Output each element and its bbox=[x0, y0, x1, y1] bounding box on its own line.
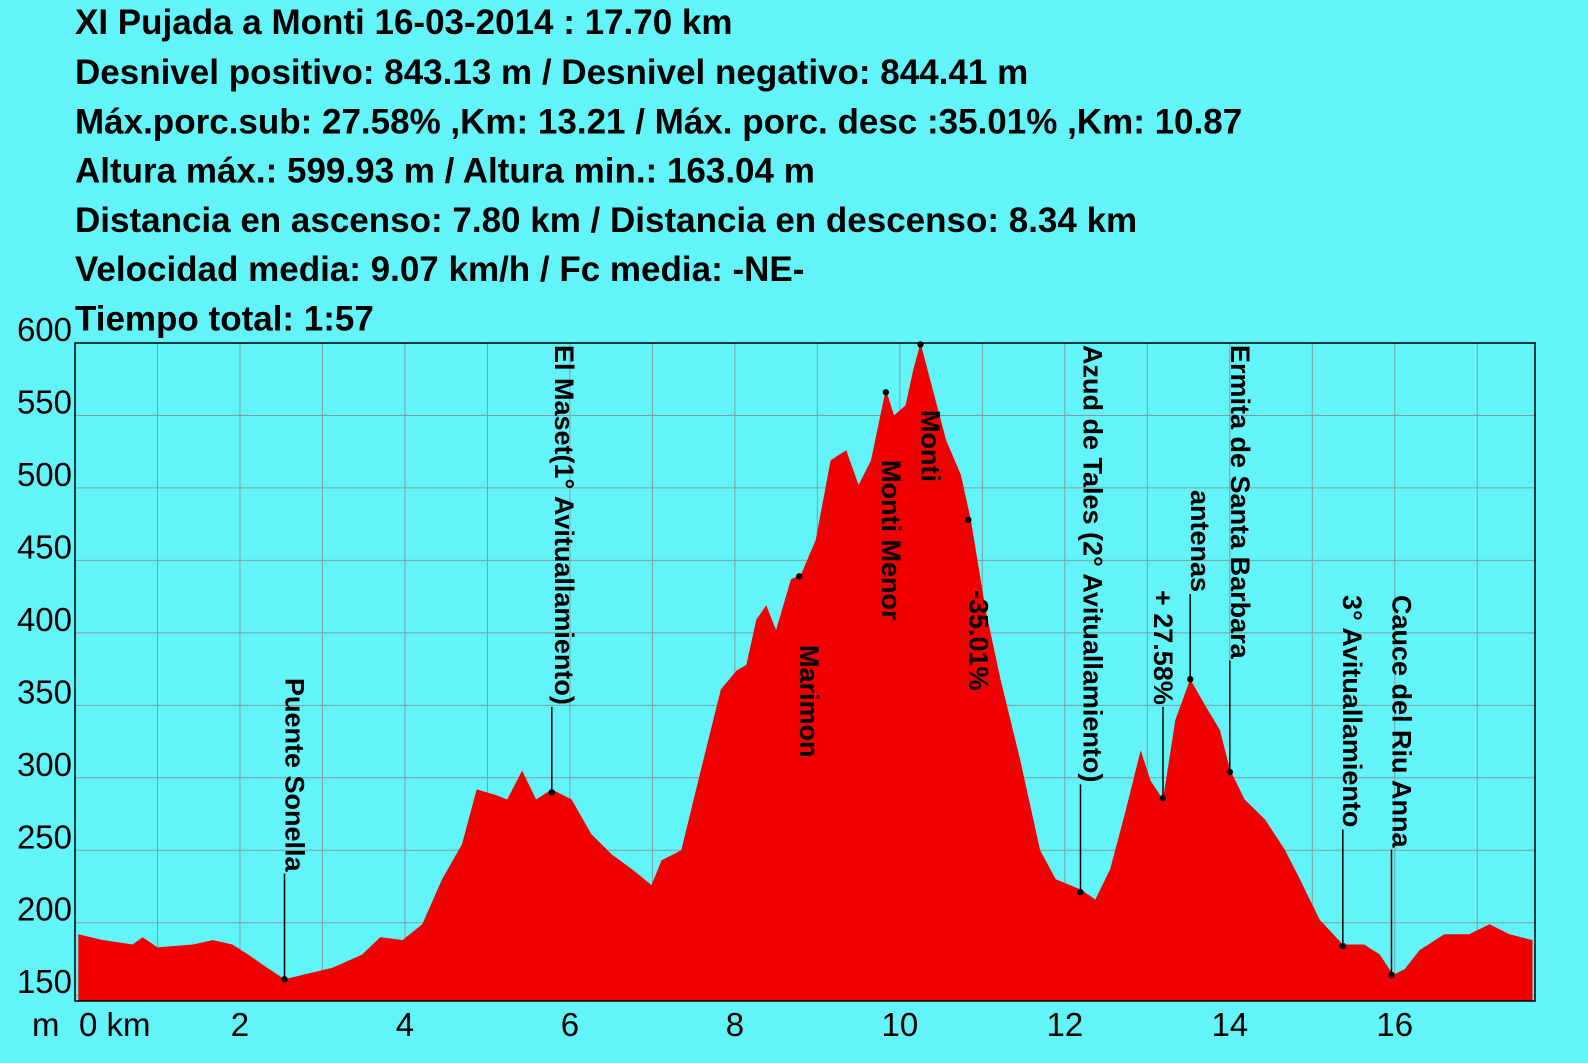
annotation: Azud de Tales (2° Avituallamiento) bbox=[1077, 345, 1108, 896]
annotation-point bbox=[1159, 794, 1167, 802]
chart-title: XI Pujada a Monti 16-03-2014 : 17.70 km bbox=[75, 3, 733, 42]
annotation-label: Azud de Tales (2° Avituallamiento) bbox=[1078, 345, 1108, 782]
annotation-label: Monti Menor bbox=[876, 460, 906, 621]
annotation-label: Cauce del Riu Anna bbox=[1386, 595, 1416, 849]
x-tick-label: 0 km bbox=[79, 1006, 151, 1043]
x-tick-label: 14 bbox=[1211, 1006, 1248, 1043]
y-tick-label: 200 bbox=[17, 891, 72, 928]
annotation: Ermita de Santa Barbara bbox=[1225, 345, 1255, 776]
annotation-point bbox=[1339, 942, 1347, 950]
annotation: Marimon bbox=[794, 573, 824, 758]
annotation: + 27.58% bbox=[1148, 590, 1178, 802]
annotation-point bbox=[548, 789, 555, 796]
annotation-label: 3° Avituallamiento bbox=[1337, 595, 1367, 827]
y-tick-label: 450 bbox=[17, 528, 72, 565]
annotation: 3° Avituallamiento bbox=[1337, 595, 1367, 950]
annotation: antenas bbox=[1185, 490, 1215, 683]
x-tick-label: 12 bbox=[1046, 1006, 1083, 1043]
y-axis-label: m bbox=[32, 1006, 60, 1043]
x-tick-label: 16 bbox=[1376, 1006, 1413, 1043]
y-tick-label: 500 bbox=[17, 456, 72, 493]
stat-line: Desnivel positivo: 843.13 m / Desnivel n… bbox=[75, 53, 1028, 92]
stat-line: Velocidad media: 9.07 km/h / Fc media: -… bbox=[75, 250, 804, 289]
annotation-point bbox=[1077, 889, 1084, 896]
annotation: Monti bbox=[915, 341, 945, 482]
annotation-point bbox=[1226, 768, 1234, 776]
stat-line: Tiempo total: 1:57 bbox=[75, 300, 374, 339]
x-tick-label: 10 bbox=[881, 1006, 918, 1043]
annotation-point bbox=[1187, 676, 1194, 683]
x-tick-label: 4 bbox=[396, 1006, 414, 1043]
annotation-point bbox=[965, 516, 972, 524]
elevation-area bbox=[78, 343, 1533, 1001]
y-tick-label: 300 bbox=[17, 746, 72, 783]
annotation-label: antenas bbox=[1185, 490, 1215, 592]
annotation: El Maset(1° Avituallamiento) bbox=[548, 345, 579, 796]
annotation-label: Marimon bbox=[794, 645, 824, 758]
annotation-label: El Maset(1° Avituallamiento) bbox=[549, 345, 579, 705]
annotation-label: Ermita de Santa Barbara bbox=[1225, 345, 1255, 660]
annotation: Monti Menor bbox=[876, 389, 906, 621]
x-tick-label: 8 bbox=[726, 1006, 744, 1043]
x-tick-label: 6 bbox=[561, 1006, 579, 1043]
annotation: -35.01% bbox=[963, 516, 993, 691]
annotation-point bbox=[917, 341, 924, 348]
annotation-label: Puente Sonella bbox=[280, 678, 310, 873]
y-tick-label: 150 bbox=[17, 963, 72, 1000]
y-tick-label: 600 bbox=[17, 311, 72, 348]
y-tick-label: 550 bbox=[17, 383, 72, 420]
annotation-point bbox=[1388, 971, 1395, 979]
stat-line: Altura máx.: 599.93 m / Altura min.: 163… bbox=[75, 152, 815, 191]
annotation-point bbox=[281, 976, 288, 983]
annotation-label: + 27.58% bbox=[1148, 590, 1178, 705]
stat-line: Máx.porc.sub: 27.58% ,Km: 13.21 / Máx. p… bbox=[75, 102, 1242, 141]
y-tick-label: 350 bbox=[17, 673, 72, 710]
annotation-label: -35.01% bbox=[963, 590, 993, 691]
annotation: Cauce del Riu Anna bbox=[1386, 595, 1416, 979]
plot-border bbox=[74, 342, 1536, 1002]
y-tick-label: 400 bbox=[17, 601, 72, 638]
annotation-point bbox=[882, 389, 890, 396]
y-tick-label: 250 bbox=[17, 818, 72, 855]
stat-line: Distancia en ascenso: 7.80 km / Distanci… bbox=[75, 201, 1137, 240]
annotation: Puente Sonella bbox=[280, 678, 310, 983]
annotation-point bbox=[796, 573, 803, 580]
x-tick-label: 2 bbox=[231, 1006, 249, 1043]
annotation-label: Monti bbox=[915, 410, 945, 482]
